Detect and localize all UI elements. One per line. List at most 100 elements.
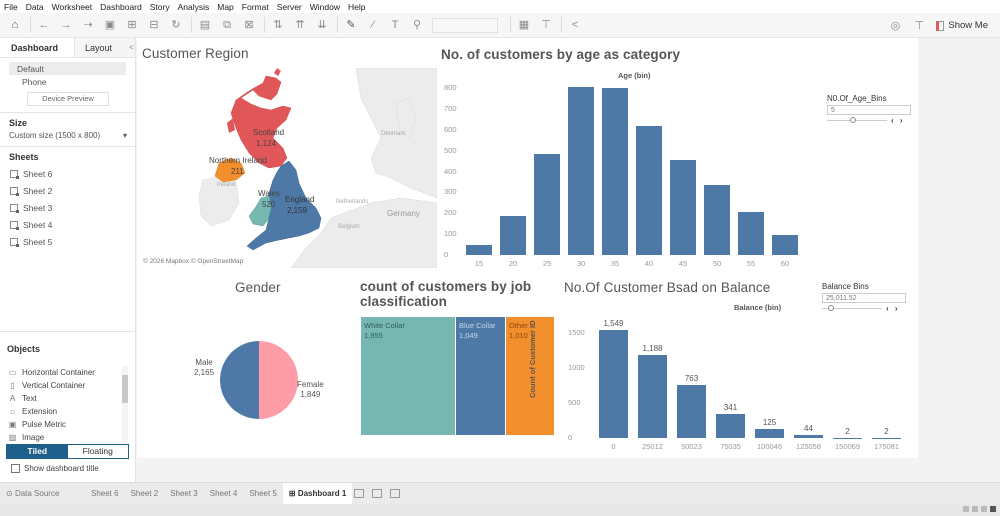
refresh-icon[interactable]: ↻ — [171, 19, 181, 31]
bar[interactable] — [677, 384, 706, 438]
device-phone[interactable]: Phone — [22, 77, 47, 87]
nav-first-icon[interactable] — [963, 506, 969, 512]
clear-icon[interactable]: ⊠ — [244, 19, 254, 31]
redo-icon[interactable]: → — [60, 19, 72, 31]
sort-desc-icon[interactable]: ⇊ — [317, 19, 327, 31]
object-vertical-container[interactable]: ▯ Vertical Container — [8, 379, 136, 392]
gender-pie-chart[interactable] — [219, 340, 299, 420]
size-dropdown[interactable]: Custom size (1500 x 800) ▾ — [0, 128, 135, 140]
scrollbar-thumb[interactable] — [122, 375, 128, 403]
sheet-item[interactable]: Sheet 3 — [10, 200, 135, 217]
fit-dropdown[interactable] — [432, 17, 498, 33]
redo-dropdown-icon[interactable]: ⇢ — [83, 19, 93, 31]
step-arrows[interactable]: ‹ › — [886, 304, 900, 313]
grid-view-icon[interactable] — [981, 506, 987, 512]
bar[interactable] — [704, 185, 730, 255]
bar[interactable] — [772, 235, 798, 255]
label-icon[interactable]: T — [391, 19, 399, 31]
tab-sheet-6[interactable]: Sheet 6 — [91, 488, 119, 498]
bar[interactable] — [500, 216, 526, 255]
menu-data[interactable]: Data — [25, 1, 44, 12]
presentation-icon[interactable]: ⊤ — [541, 19, 551, 31]
filmstrip-view-icon[interactable] — [990, 506, 996, 512]
device-default[interactable]: Default — [9, 62, 126, 75]
tab-sheet-3[interactable]: Sheet 3 — [170, 488, 198, 498]
new-worksheet-icon[interactable] — [354, 489, 365, 498]
duplicate-icon[interactable]: ⧉ — [223, 19, 231, 31]
menu-story[interactable]: Story — [149, 1, 170, 12]
menu-help[interactable]: Help — [348, 1, 366, 12]
sheet-item[interactable]: Sheet 6 — [10, 166, 135, 183]
bar[interactable] — [794, 434, 823, 438]
bar[interactable] — [716, 414, 745, 438]
object-text[interactable]: A Text — [8, 392, 136, 405]
tab-sheet-2[interactable]: Sheet 2 — [130, 488, 159, 498]
tab-dashboard-1[interactable]: ⊞ Dashboard 1 — [282, 482, 353, 505]
sheet-item[interactable]: Sheet 2 — [10, 183, 135, 200]
bar[interactable] — [534, 154, 560, 255]
floating-button[interactable]: Floating — [67, 445, 128, 458]
save-icon[interactable]: ▣ — [104, 19, 116, 31]
menu-window[interactable]: Window — [309, 1, 340, 12]
balance-bins-slider[interactable]: ‹ › — [822, 304, 906, 313]
object-horizontal-container[interactable]: ▭ Horizontal Container — [8, 366, 136, 379]
objects-scrollbar[interactable] — [122, 366, 128, 444]
menu-worksheet[interactable]: Worksheet — [51, 1, 93, 12]
fit-icon[interactable]: ▦ — [518, 19, 530, 31]
new-story-icon[interactable] — [390, 489, 401, 498]
pin-icon[interactable]: ⚲ — [412, 19, 422, 31]
object-extension[interactable]: ⌂ Extension — [8, 405, 136, 418]
age-bar-chart[interactable]: 800 700 600 500 400 300 200 100 0 15 20 25 30 35 40 45 5… — [440, 78, 810, 268]
bar[interactable] — [670, 160, 696, 255]
swap-icon[interactable]: ⇅ — [273, 19, 283, 31]
menu-dashboard[interactable]: Dashboard — [100, 1, 142, 12]
menu-analysis[interactable]: Analysis — [177, 1, 210, 12]
age-bins-slider[interactable]: ‹ › — [827, 116, 911, 125]
presentation-mode-icon[interactable]: ⊤ — [914, 19, 925, 32]
step-arrows[interactable]: ‹ › — [891, 116, 905, 125]
bar[interactable] — [738, 212, 764, 255]
sheet-item[interactable]: Sheet 5 — [10, 233, 135, 250]
bar[interactable] — [599, 329, 628, 438]
bar[interactable] — [636, 125, 662, 255]
treemap-blue-collar[interactable]: Blue Collar 1,049 — [456, 317, 505, 435]
age-bins-input[interactable]: 5 — [827, 105, 911, 115]
tab-dashboard[interactable]: Dashboard — [0, 38, 74, 57]
menu-map[interactable]: Map — [217, 1, 234, 12]
menu-file[interactable]: File — [4, 1, 18, 12]
bar[interactable] — [755, 429, 784, 438]
treemap-white-collar[interactable]: White Collar 1,955 — [361, 317, 455, 435]
slider-track[interactable] — [827, 117, 887, 123]
tab-sheet-4[interactable]: Sheet 4 — [209, 488, 238, 498]
sheet-item[interactable]: Sheet 4 — [10, 216, 135, 233]
menu-format[interactable]: Format — [241, 1, 269, 12]
new-datasource-icon[interactable]: ⊞ — [127, 19, 137, 31]
collapse-sidebar-button[interactable]: < — [128, 38, 135, 57]
nav-prev-icon[interactable] — [972, 506, 978, 512]
group-icon[interactable]: ⁄ — [372, 19, 374, 31]
tab-layout[interactable]: Layout — [74, 38, 128, 57]
tab-sheet-5[interactable]: Sheet 5 — [249, 488, 277, 498]
pause-icon[interactable]: ⊟ — [149, 19, 159, 31]
bar[interactable] — [602, 88, 628, 255]
sort-asc-icon[interactable]: ⇈ — [295, 19, 305, 31]
bar[interactable] — [466, 244, 492, 255]
new-sheet-icon[interactable]: ▤ — [199, 19, 211, 31]
share-icon[interactable]: < — [571, 19, 579, 31]
data-guide-icon[interactable]: ◎ — [890, 19, 901, 32]
slider-thumb[interactable] — [850, 117, 856, 123]
home-icon[interactable]: ⌂ — [11, 19, 19, 31]
show-dashboard-title-option[interactable]: Show dashboard title — [11, 464, 136, 473]
new-dashboard-icon[interactable] — [372, 489, 383, 498]
show-me-button[interactable]: Show Me — [948, 20, 988, 31]
map-attribution[interactable]: © 2026 Mapbox © OpenStreetMap — [143, 258, 244, 265]
object-image[interactable]: ▨ Image — [8, 431, 136, 444]
slider-thumb[interactable] — [828, 305, 834, 311]
undo-icon[interactable]: ← — [38, 19, 50, 31]
device-preview-button[interactable]: Device Preview — [27, 92, 109, 106]
highlight-icon[interactable]: ✎ — [346, 19, 356, 31]
object-pulse-metric[interactable]: ▣ Pulse Metric — [8, 418, 136, 431]
bar[interactable] — [568, 86, 594, 255]
treemap-other[interactable]: Other 1,010 — [506, 317, 554, 435]
slider-track[interactable] — [822, 305, 882, 311]
